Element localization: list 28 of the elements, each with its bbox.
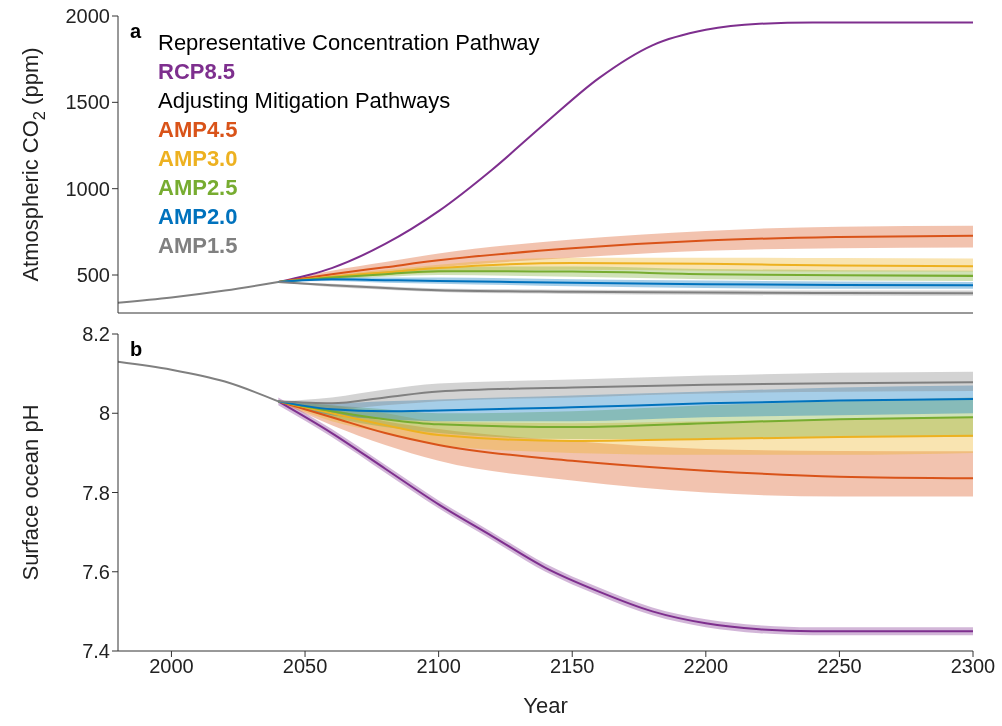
- y-tick-label: 8.2: [82, 323, 110, 346]
- chart-title: b: [130, 338, 143, 361]
- x-tick-label: 2250: [817, 655, 862, 678]
- y-tick-label: 2000: [65, 5, 110, 28]
- x-tick-label: 2000: [149, 655, 194, 678]
- y-tick-label: 7.4: [82, 640, 110, 663]
- y-tick-label: 8: [98, 402, 110, 425]
- x-tick-label: 2050: [282, 655, 328, 678]
- x-tick-label: 2200: [683, 655, 729, 678]
- x-tick-label: 2150: [549, 655, 595, 678]
- y-tick-label: 7.6: [82, 560, 110, 583]
- text: AMP4.5: [158, 116, 239, 144]
- y-tick-label: 7.8: [82, 481, 110, 504]
- text: RCP8.5: [158, 58, 237, 86]
- text: AMP2.0: [158, 203, 239, 231]
- text: AMP3.0: [158, 145, 239, 173]
- annotation: Adjusting Mitigation Pathways: [158, 87, 452, 115]
- y-tick-label: 1500: [65, 91, 110, 114]
- x-tick-label: 2100: [416, 655, 461, 678]
- text: AMP1.5: [158, 232, 239, 260]
- chart-title: a: [130, 20, 142, 43]
- y-axis-title: Surface ocean pH: [17, 404, 43, 581]
- y-tick-label: 500: [76, 264, 110, 287]
- text: AMP2.5: [158, 174, 239, 202]
- x-tick-label: 2300: [950, 655, 996, 678]
- y-tick-label: 1000: [65, 177, 110, 200]
- annotation: Representative Concentration Pathway: [158, 29, 540, 57]
- x-axis-title: Year: [523, 693, 568, 718]
